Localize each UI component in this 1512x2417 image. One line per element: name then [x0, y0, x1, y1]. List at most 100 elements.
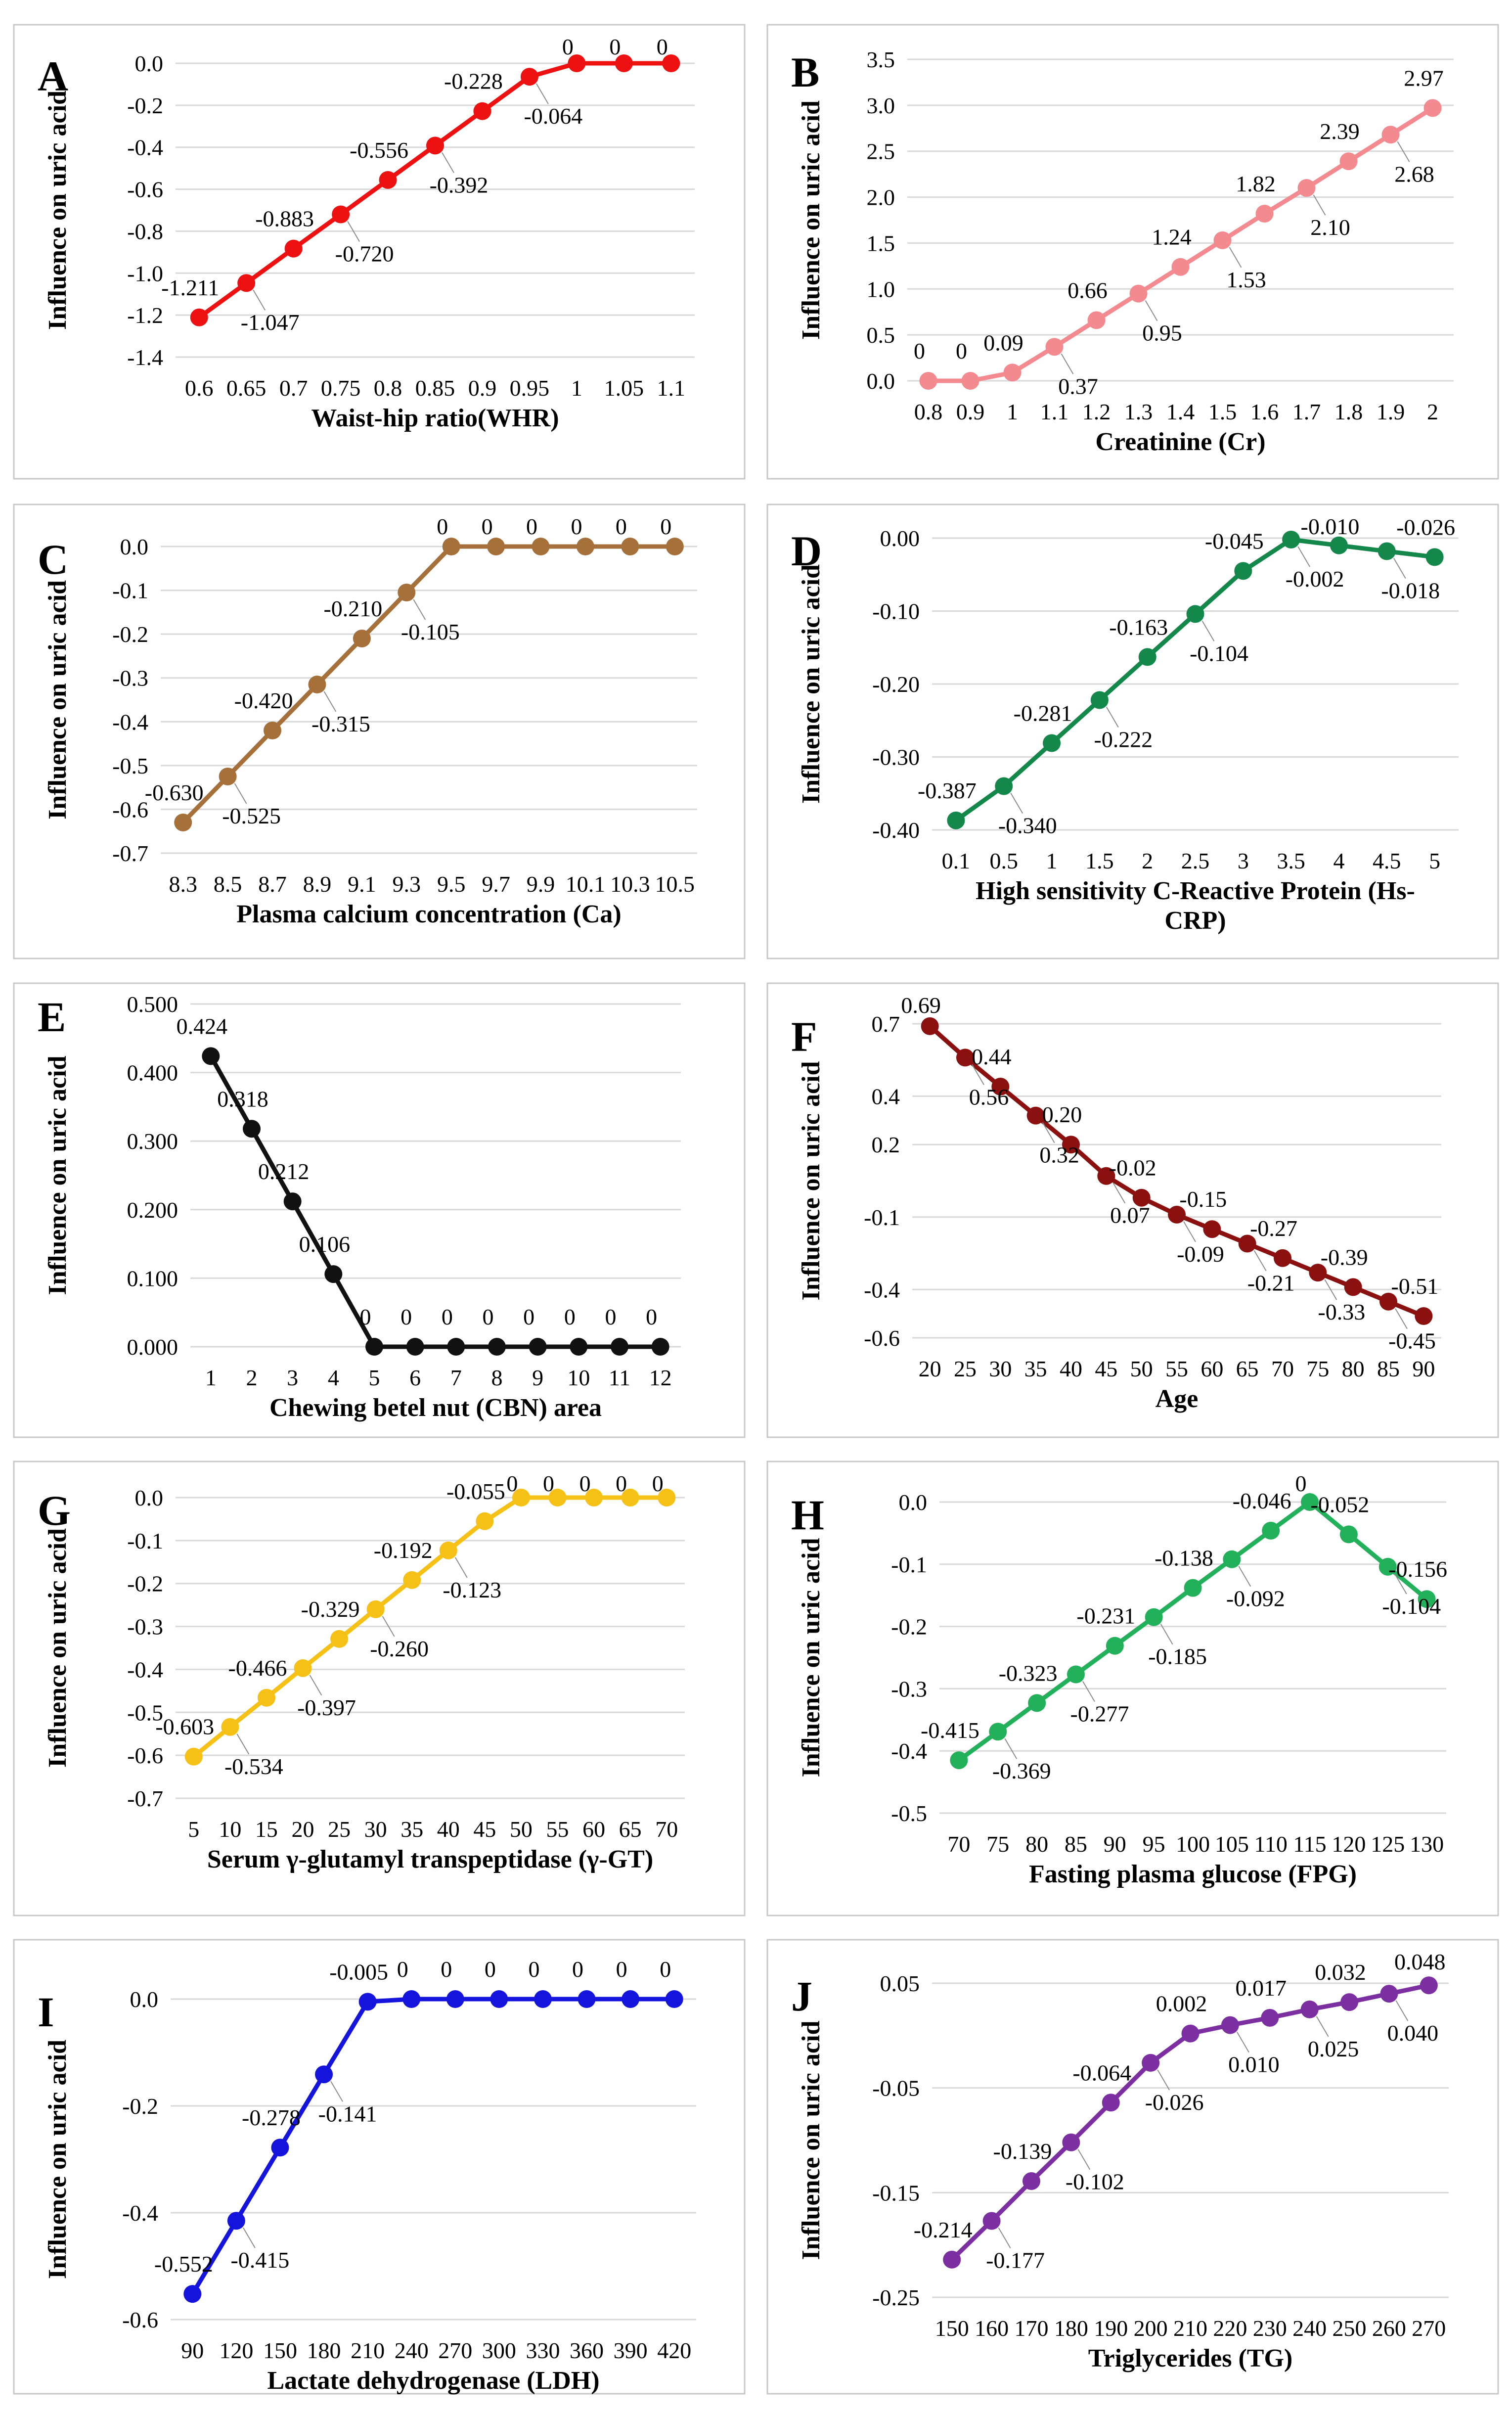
data-point — [1262, 1521, 1280, 1540]
data-label: 0 — [528, 1957, 539, 1982]
label-leader — [1004, 1738, 1018, 1759]
data-point — [1203, 1220, 1221, 1238]
data-point — [406, 1338, 424, 1356]
data-point — [1129, 284, 1148, 303]
data-point — [237, 274, 256, 292]
data-point — [1425, 548, 1444, 566]
x-tick-label: 150 — [935, 2316, 969, 2341]
y-tick-label: -0.10 — [872, 599, 920, 624]
data-label: 1.24 — [1152, 225, 1192, 250]
label-leader — [309, 1675, 322, 1696]
x-tick-label: 250 — [1333, 2316, 1367, 2341]
data-label: -0.064 — [1072, 2060, 1131, 2085]
y-tick-label: 0.100 — [127, 1266, 178, 1291]
data-label: -0.392 — [430, 172, 489, 197]
y-tick-label: -0.5 — [891, 1801, 927, 1826]
label-leader — [253, 289, 266, 311]
data-point — [1186, 605, 1204, 623]
panel-label: A — [38, 52, 68, 100]
data-point — [1274, 1249, 1291, 1267]
data-point — [1132, 1188, 1151, 1207]
x-tick-label: 8.5 — [214, 871, 242, 897]
data-label: 0.212 — [258, 1159, 310, 1184]
data-label: -1.211 — [161, 275, 219, 300]
data-point — [1181, 2024, 1200, 2043]
y-tick-label: 0.200 — [127, 1197, 178, 1223]
data-label: 0.040 — [1387, 2020, 1439, 2046]
x-tick-label: 60 — [582, 1817, 605, 1842]
data-label: 0 — [616, 514, 627, 539]
data-label: -0.525 — [222, 803, 281, 828]
x-tick-label: 1.8 — [1334, 399, 1363, 424]
label-leader — [1313, 194, 1326, 216]
data-label: -0.092 — [1226, 1586, 1285, 1611]
label-leader — [1316, 2016, 1329, 2037]
y-tick-label: -0.6 — [112, 797, 148, 822]
x-tick-label: 9.7 — [482, 871, 510, 897]
panel-frame — [13, 24, 746, 480]
x-tick-label: 85 — [1377, 1356, 1400, 1381]
x-tick-label: 8 — [491, 1365, 503, 1390]
x-tick-label: 20 — [919, 1356, 941, 1381]
x-tick-label: 115 — [1293, 1831, 1326, 1857]
data-point — [358, 1993, 377, 2011]
x-tick-label: 90 — [181, 2338, 204, 2363]
x-tick-label: 5 — [1429, 848, 1440, 873]
x-tick-label: 150 — [263, 2338, 297, 2363]
data-point — [658, 1489, 676, 1506]
x-tick-label: 10 — [567, 1365, 590, 1390]
label-leader — [1393, 558, 1406, 579]
x-tick-label: 55 — [1165, 1356, 1188, 1381]
x-tick-label: 0.75 — [321, 375, 361, 401]
x-axis-title: Waist-hip ratio(WHR) — [311, 404, 559, 432]
label-leader — [454, 1557, 468, 1578]
x-tick-label: 95 — [1143, 1831, 1165, 1857]
x-tick-label: 420 — [657, 2338, 691, 2363]
data-point — [520, 68, 538, 86]
data-label: 0.37 — [1058, 373, 1098, 399]
data-label: -0.33 — [1318, 1299, 1365, 1324]
panel-label: E — [38, 993, 66, 1041]
data-point — [1380, 1985, 1398, 2003]
data-label: 0.66 — [1067, 277, 1108, 303]
y-tick-label: -0.8 — [127, 219, 163, 244]
data-point — [534, 1990, 552, 2008]
data-label: -0.277 — [1070, 1701, 1129, 1726]
data-label: 0.106 — [299, 1231, 351, 1257]
label-leader — [1238, 1566, 1251, 1587]
panel-label: I — [38, 1988, 54, 2036]
x-tick-label: 0.5 — [989, 848, 1018, 873]
y-tick-label: 0.00 — [880, 526, 920, 551]
panel-frame — [766, 982, 1499, 1438]
y-axis-title: Influence on uric acid — [44, 580, 72, 820]
data-label: -0.010 — [1301, 514, 1360, 539]
panel-A: A 0.0 -0.2 -0.4 -0.6 -0.8 -1.0 -1.2 -1.4 0.6 0.65 0… — [13, 24, 746, 480]
data-label: -0.141 — [318, 2101, 377, 2126]
y-tick-label: -0.6 — [127, 1743, 163, 1768]
y-tick-label: 0.000 — [127, 1334, 178, 1360]
data-point — [330, 1630, 349, 1648]
data-point — [190, 308, 208, 326]
x-axis-title-line2: CRP) — [1164, 907, 1226, 935]
data-label: 0.002 — [1156, 1991, 1207, 2016]
label-leader — [1157, 2069, 1170, 2091]
y-tick-label: -0.3 — [891, 1676, 927, 1701]
data-label: 2.10 — [1310, 215, 1350, 240]
x-tick-label: 40 — [437, 1817, 460, 1842]
data-point — [1102, 2094, 1120, 2112]
data-point — [1339, 152, 1358, 171]
data-label: -0.052 — [1310, 1492, 1369, 1517]
x-tick-label: 100 — [1176, 1831, 1210, 1857]
panel-B: B 3.5 3.0 2.5 2.0 1.5 1.0 0.5 0.0 0.8 0.9 1 1.1 1.2 1.… — [766, 24, 1499, 480]
x-tick-label: 9.9 — [527, 871, 555, 897]
label-leader — [1042, 1122, 1055, 1143]
x-tick-label: 25 — [328, 1817, 351, 1842]
data-point — [1379, 1292, 1397, 1311]
data-point — [961, 372, 979, 390]
x-axis-title: Age — [1156, 1385, 1199, 1413]
y-axis-title: Influence on uric acid — [797, 564, 825, 804]
y-tick-label: -0.4 — [127, 135, 163, 160]
data-label: 2.97 — [1404, 65, 1444, 91]
data-point — [271, 2139, 289, 2157]
